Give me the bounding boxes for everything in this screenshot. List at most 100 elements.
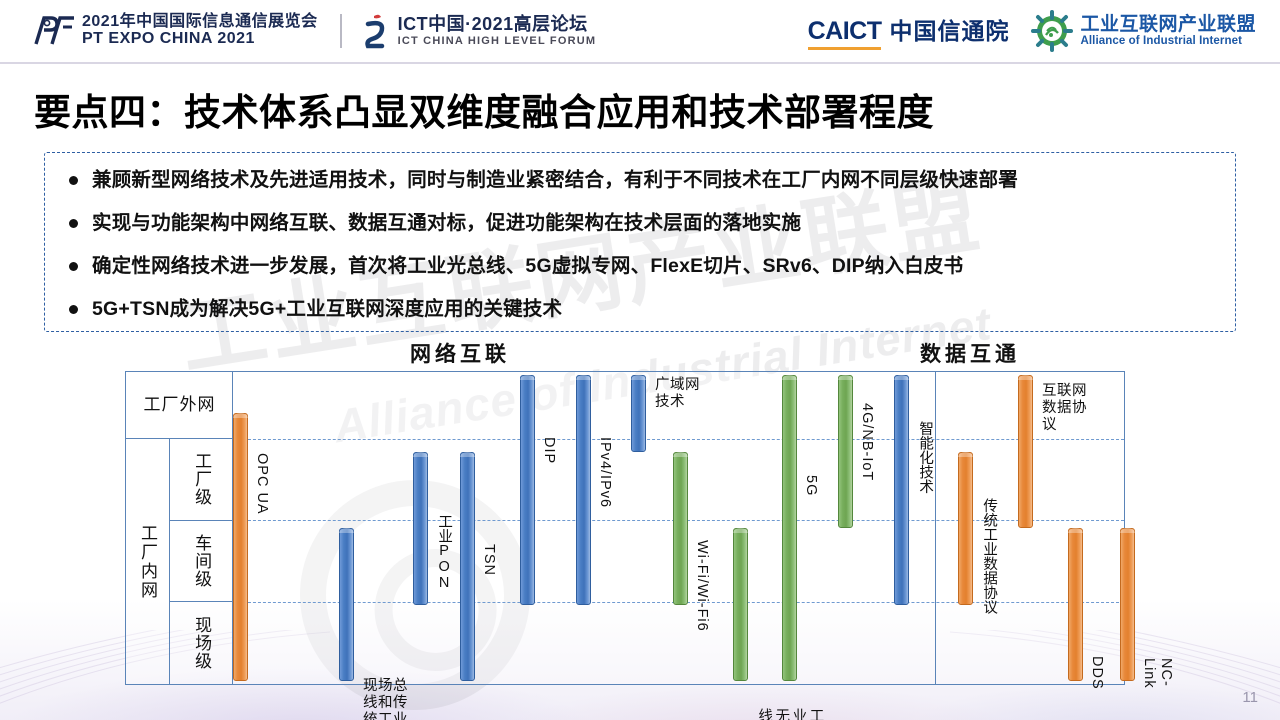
list-item: 5G+TSN成为解决5G+工业互联网深度应用的关键技术	[69, 294, 1235, 337]
chart-bar-label: TSN	[481, 543, 498, 576]
page-header: 2021年中国国际信息通信展览会 PT EXPO CHINA 2021 ICT中…	[0, 0, 1280, 62]
header-divider	[339, 14, 342, 48]
list-item: 兼顾新型网络技术及先进适用技术，同时与制造业紧密结合，有利于不同技术在工厂内网不…	[69, 165, 1235, 208]
axis-label-field-level: 现场级	[192, 615, 212, 670]
chart-bar-cap	[782, 375, 797, 380]
chart-bar	[1018, 375, 1033, 528]
bullet-dot-icon	[69, 305, 78, 314]
technology-deployment-chart: 网络互联 数据互通 工厂外网 工厂内网 工厂级 车间级 现场级	[125, 338, 1174, 720]
chart-bar	[233, 413, 248, 681]
chart-bar-cap	[631, 375, 646, 380]
chart-bar	[576, 375, 591, 605]
chart-bar-cap	[1068, 528, 1083, 533]
chart-bars-area: 现场总线和传统工业以太网 工业PON TSN DIP IPv4/IPv6 广域网技术 Wi-…	[233, 372, 1174, 720]
chart-plot: 工厂外网 工厂内网 工厂级 车间级 现场级 现场总线和传统工	[125, 371, 1174, 720]
ict-forum-logo-icon	[360, 12, 390, 50]
chart-bar-label: 工业无线	[756, 708, 824, 720]
axis-row-field-level: 现场级	[170, 602, 233, 684]
axis-sub-rows: 工厂级 车间级 现场级	[170, 439, 233, 684]
aii-logo-cn: 工业互联网产业联盟	[1080, 13, 1256, 35]
aii-logo: 工业互联网产业联盟 Alliance of Industrial Interne…	[1031, 10, 1256, 52]
chart-bar-cap	[339, 528, 354, 533]
bullet-dot-icon	[69, 262, 78, 271]
chart-bar-cap	[233, 413, 248, 419]
chart-bar-label: OPC UA	[254, 453, 271, 515]
axis-label-factory-external: 工厂外网	[143, 395, 216, 415]
axis-row-workshop-level: 车间级	[170, 521, 233, 603]
chart-bar-cap	[1120, 528, 1135, 533]
axis-row-factory-level: 工厂级	[170, 439, 233, 521]
chart-bar-cap	[460, 451, 475, 457]
chart-bar	[838, 375, 853, 528]
axis-label-workshop-level: 车间级	[192, 533, 212, 588]
ict-forum-logo: ICT中国·2021高层论坛 ICT CHINA HIGH LEVEL FORU…	[360, 12, 597, 50]
caict-logo-word: CAICT	[807, 17, 882, 50]
list-item: 实现与功能架构中网络互联、数据互通对标，促进功能架构在技术层面的落地实施	[69, 208, 1235, 251]
list-item: 确定性网络技术进一步发展，首次将工业光总线、5G虚拟专网、FlexE切片、SRv…	[69, 251, 1235, 294]
bullet-text: 兼顾新型网络技术及先进适用技术，同时与制造业紧密结合，有利于不同技术在工厂内网不…	[92, 169, 1018, 191]
axis-group-factory-internal: 工厂内网	[126, 439, 170, 684]
chart-bar-label: DIP	[541, 437, 558, 465]
ict-forum-logo-cn: ICT中国·2021高层论坛	[397, 14, 588, 35]
chart-bar-cap	[894, 375, 909, 380]
chart-section-heading-data: 数据互通	[920, 343, 1020, 366]
bullet-text: 确定性网络技术进一步发展，首次将工业光总线、5G虚拟专网、FlexE切片、SRv…	[92, 255, 964, 277]
pt-expo-logo-cn: 2021年中国国际信息通信展览会	[82, 13, 318, 31]
chart-bar-label: NC-Link	[1141, 658, 1175, 689]
pt-expo-logo-en: PT EXPO CHINA 2021	[82, 30, 255, 47]
pt-expo-logo-icon	[30, 14, 76, 48]
chart-bar-label: 智能化技术	[917, 421, 934, 494]
chart-bar-label: 5G	[803, 475, 820, 497]
chart-bar	[520, 375, 535, 605]
aii-gear-logo-icon	[1031, 10, 1074, 52]
chart-bar-label: DDS	[1089, 656, 1106, 690]
chart-bar	[673, 451, 688, 605]
chart-bar	[733, 528, 748, 681]
page-title: 要点四：技术体系凸显双维度融合应用和技术部署程度	[34, 92, 934, 133]
bullet-list-box: 兼顾新型网络技术及先进适用技术，同时与制造业紧密结合，有利于不同技术在工厂内网不…	[44, 152, 1236, 332]
gridline-1	[233, 439, 1124, 440]
chart-bar-cap	[576, 375, 591, 380]
bullet-dot-icon	[69, 219, 78, 228]
pt-expo-logo: 2021年中国国际信息通信展览会 PT EXPO CHINA 2021	[30, 13, 318, 48]
chart-bar	[1068, 528, 1083, 681]
chart-section-heading-network: 网络互联	[410, 343, 510, 366]
chart-bar-label: 广域网技术	[655, 377, 700, 411]
chart-bar-label: 现场总线和传统工业以太网	[363, 678, 408, 720]
axis-row-factory-external: 工厂外网	[126, 372, 233, 439]
chart-bar-cap	[673, 451, 688, 457]
header-rule	[0, 62, 1280, 64]
chart-bar-cap	[958, 451, 973, 457]
chart-bar-label: 4G/NB-IoT	[859, 403, 876, 482]
axis-label-factory-level: 工厂级	[192, 452, 212, 507]
chart-bar	[339, 528, 354, 681]
chart-bar-cap	[838, 375, 853, 380]
page-number: 11	[1242, 689, 1258, 706]
chart-bar	[894, 375, 909, 605]
chart-bar	[413, 451, 428, 605]
chart-bar-cap	[520, 375, 535, 380]
chart-bar	[460, 451, 475, 681]
caict-logo-cn: 中国信通院	[889, 18, 1010, 44]
chart-bar-cap	[413, 451, 428, 457]
caict-logo: CAICT 中国信通院	[807, 12, 1010, 50]
chart-bar-label: 互联网数据协议	[1042, 383, 1087, 434]
chart-bar-label: IPv4/IPv6	[597, 437, 614, 509]
chart-bar-label: Wi-Fi/Wi-Fi6	[694, 539, 711, 632]
chart-bar-label: 工业PON	[436, 513, 453, 591]
chart-section-divider	[935, 372, 936, 684]
chart-bar	[631, 375, 646, 452]
chart-y-axis: 工厂外网 工厂内网 工厂级 车间级 现场级	[126, 372, 233, 684]
chart-bar-cap	[1018, 375, 1033, 380]
bullet-text: 实现与功能架构中网络互联、数据互通对标，促进功能架构在技术层面的落地实施	[92, 212, 802, 234]
axis-label-factory-internal: 工厂内网	[138, 523, 157, 600]
chart-bar-label: 传统工业数据协议	[981, 497, 998, 614]
ict-forum-logo-en: ICT CHINA HIGH LEVEL FORUM	[397, 34, 597, 47]
bullet-text: 5G+TSN成为解决5G+工业互联网深度应用的关键技术	[92, 298, 563, 320]
bullet-dot-icon	[69, 176, 78, 185]
chart-bar	[958, 451, 973, 605]
aii-logo-en: Alliance of Industrial Internet	[1080, 35, 1243, 48]
chart-bar-cap	[733, 528, 748, 533]
chart-bar	[1120, 528, 1135, 681]
chart-bar	[782, 375, 797, 681]
